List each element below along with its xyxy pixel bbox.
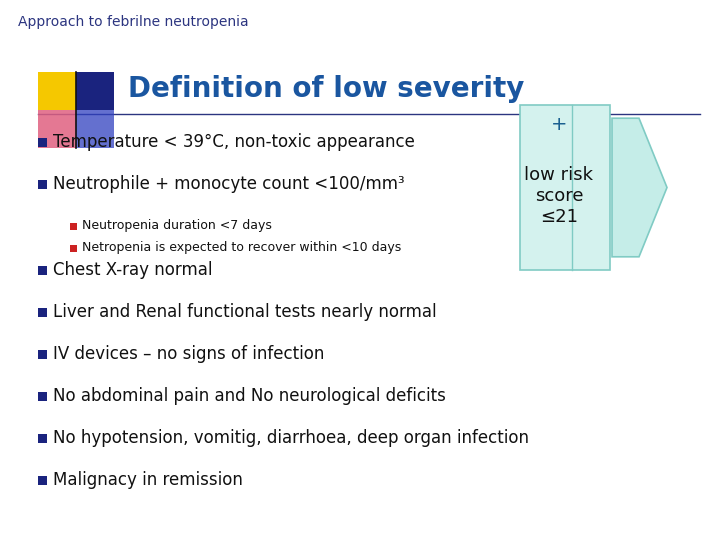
Text: No hypotension, vomitig, diarrhoea, deep organ infection: No hypotension, vomitig, diarrhoea, deep… — [53, 429, 529, 447]
Bar — [520, 105, 610, 270]
Bar — [38, 138, 47, 146]
Text: Approach to febrilne neutropenia: Approach to febrilne neutropenia — [18, 15, 248, 29]
Text: Netropenia is expected to recover within <10 days: Netropenia is expected to recover within… — [82, 241, 401, 254]
Bar — [38, 110, 76, 148]
Bar — [38, 266, 47, 274]
Polygon shape — [612, 118, 667, 257]
Bar — [70, 245, 77, 252]
Text: Neutrophile + monocyte count <100/mm³: Neutrophile + monocyte count <100/mm³ — [53, 175, 405, 193]
Text: low risk
score
≤21: low risk score ≤21 — [524, 166, 593, 226]
Text: Temperature < 39°C, non-toxic appearance: Temperature < 39°C, non-toxic appearance — [53, 133, 415, 151]
Bar — [38, 434, 47, 442]
Bar — [38, 179, 47, 188]
Text: Malignacy in remission: Malignacy in remission — [53, 471, 243, 489]
Text: Liver and Renal functional tests nearly normal: Liver and Renal functional tests nearly … — [53, 303, 436, 321]
Bar — [76, 72, 114, 110]
Bar — [38, 476, 47, 484]
Bar — [76, 110, 114, 148]
Bar — [38, 392, 47, 401]
Bar — [38, 307, 47, 316]
Text: IV devices – no signs of infection: IV devices – no signs of infection — [53, 345, 325, 363]
Bar — [38, 349, 47, 359]
Text: +: + — [551, 116, 567, 134]
Bar — [70, 222, 77, 230]
Text: Definition of low severity: Definition of low severity — [128, 75, 524, 103]
Text: Neutropenia duration <7 days: Neutropenia duration <7 days — [82, 219, 272, 233]
Text: Chest X-ray normal: Chest X-ray normal — [53, 261, 212, 279]
Bar — [38, 72, 76, 110]
Text: No abdominal pain and No neurological deficits: No abdominal pain and No neurological de… — [53, 387, 446, 405]
